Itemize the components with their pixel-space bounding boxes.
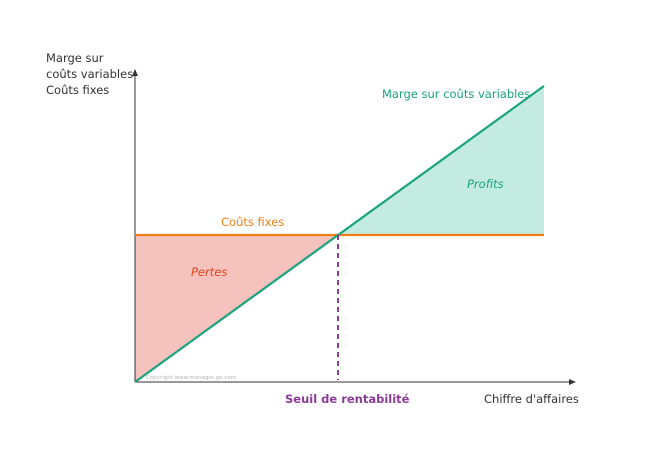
breakeven-label: Seuil de rentabilité bbox=[285, 392, 410, 406]
y-axis-label-line-2: coûts variables bbox=[46, 67, 134, 81]
y-axis-label-line-3: Coûts fixes bbox=[46, 83, 110, 97]
y-axis-label: Marge sur coûts variables Coûts fixes bbox=[46, 50, 133, 98]
copyright-text: Copyright www.manager-go.com bbox=[146, 375, 236, 381]
fixed-costs-line-label: Coûts fixes bbox=[221, 215, 285, 229]
profits-region-label: Profits bbox=[467, 177, 504, 191]
losses-region-label: Pertes bbox=[191, 265, 228, 279]
x-axis-arrow bbox=[569, 379, 576, 385]
margin-line bbox=[134, 85, 545, 383]
x-axis-label: Chiffre d'affaires bbox=[484, 392, 579, 406]
y-axis-label-line-1: Marge sur bbox=[46, 51, 104, 65]
margin-line-label: Marge sur coûts variables bbox=[382, 87, 531, 101]
y-axis-arrow bbox=[132, 69, 138, 76]
